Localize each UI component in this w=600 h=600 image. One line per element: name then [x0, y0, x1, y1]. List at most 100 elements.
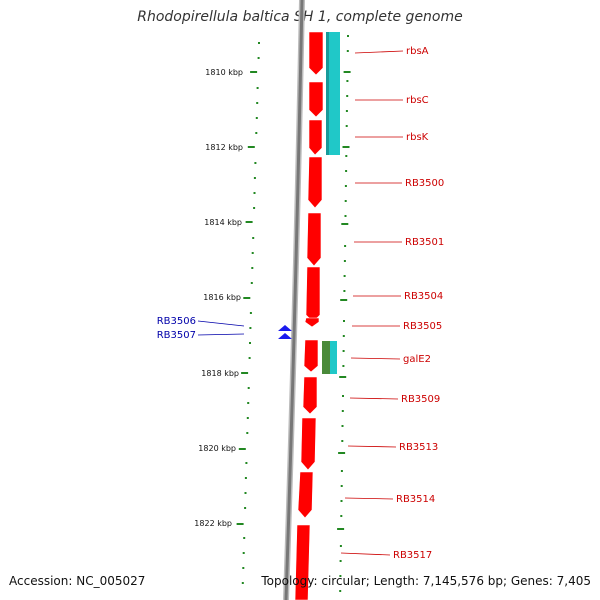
minor-tick-left	[255, 132, 258, 134]
gene-arrow-RB3501[interactable]	[306, 212, 322, 267]
minor-tick-right	[347, 35, 349, 37]
minor-tick-left	[245, 462, 248, 464]
minor-tick-left	[253, 177, 256, 179]
major-tick-left	[245, 221, 253, 223]
minor-tick-left	[257, 57, 260, 59]
minor-tick-right	[343, 320, 345, 322]
gene-label-rbsA[interactable]: rbsA	[406, 46, 429, 57]
accession-text: Accession: NC_005027	[9, 574, 146, 588]
gene-label-RB3505[interactable]: RB3505	[403, 321, 442, 332]
gene-arrow-rbsA[interactable]	[308, 31, 324, 76]
minor-tick-left	[249, 342, 251, 344]
minor-tick-right	[341, 425, 344, 427]
right-tick-column	[337, 35, 351, 592]
minor-tick-right	[342, 335, 345, 337]
gene-label-galE2[interactable]: galE2	[403, 354, 431, 365]
gene-label-RB3513[interactable]: RB3513	[399, 442, 438, 453]
leader-RB3506	[197, 320, 245, 327]
leader-RB3517	[340, 552, 391, 556]
gene-arrow-RB3507[interactable]	[278, 333, 292, 339]
gene-arrow-RB3504[interactable]	[305, 266, 321, 323]
minor-tick-left	[243, 537, 246, 539]
minor-tick-left	[244, 507, 247, 509]
minor-tick-left	[246, 417, 249, 419]
minor-tick-right	[339, 590, 342, 592]
minor-tick-left	[244, 477, 247, 479]
gene-label-RB3506[interactable]: RB3506	[157, 316, 196, 327]
major-tick-right	[337, 528, 345, 530]
minor-tick-right	[346, 80, 349, 82]
gene-label-RB3501[interactable]: RB3501	[405, 237, 444, 248]
minor-tick-left	[253, 207, 256, 209]
leader-RB3513	[347, 445, 397, 448]
gene-arrow-RB3513[interactable]	[300, 417, 317, 471]
major-tick-left	[243, 297, 251, 299]
minor-tick-left	[252, 237, 255, 239]
major-tick-right	[338, 452, 346, 454]
minor-tick-left	[242, 567, 245, 569]
major-tick-left	[250, 71, 258, 73]
gene-arrow-RB3505[interactable]	[304, 317, 320, 328]
gene-arrow-rbsK[interactable]	[308, 119, 323, 156]
minor-tick-right	[342, 365, 345, 367]
minor-tick-left	[255, 117, 258, 119]
minor-tick-right	[345, 170, 348, 172]
minor-tick-right	[341, 410, 344, 412]
gene-arrow-galE2[interactable]	[303, 339, 319, 373]
gene-arrow-RB3517[interactable]	[294, 524, 311, 600]
gene-label-RB3509[interactable]: RB3509	[401, 394, 440, 405]
minor-tick-left	[254, 162, 257, 164]
gene-label-RB3517[interactable]: RB3517	[393, 550, 432, 561]
gene-arrow-RB3506[interactable]	[278, 325, 292, 331]
topology-text: Topology: circular; Length: 7,145,576 bp…	[261, 574, 591, 588]
major-tick-left	[247, 146, 255, 148]
minor-tick-left	[249, 312, 252, 314]
kbp-label-1818: 1818 kbp	[201, 369, 239, 378]
gene-label-rbsK[interactable]: rbsK	[406, 132, 429, 143]
minor-tick-right	[346, 95, 349, 97]
highlight-galE2-green	[322, 341, 330, 374]
minor-tick-right	[342, 350, 345, 352]
minor-tick-right	[345, 110, 348, 112]
left-tick-column	[236, 42, 260, 584]
left-gene-labels: RB3506 RB3507	[157, 316, 196, 341]
major-tick-left	[238, 448, 246, 450]
kbp-label-1810: 1810 kbp	[205, 68, 243, 77]
minor-tick-left	[244, 492, 247, 494]
minor-tick-right	[344, 200, 347, 202]
gene-label-RB3500[interactable]: RB3500	[405, 178, 444, 189]
gene-label-RB3504[interactable]: RB3504	[404, 291, 443, 302]
highlight-galE2-cyan	[330, 341, 337, 374]
minor-tick-left	[256, 102, 259, 104]
minor-tick-right	[344, 245, 347, 247]
kbp-label-1816: 1816 kbp	[203, 293, 241, 302]
kbp-label-1822: 1822 kbp	[194, 519, 232, 528]
leader-RB3509	[349, 397, 399, 400]
minor-tick-right	[346, 50, 349, 52]
minor-tick-left	[242, 552, 245, 554]
minor-tick-left	[251, 267, 254, 269]
minor-tick-left	[248, 357, 251, 359]
gene-label-RB3514[interactable]: RB3514	[396, 494, 435, 505]
gene-label-RB3507[interactable]: RB3507	[157, 330, 196, 341]
leader-rbsA	[354, 50, 404, 54]
kbp-axis-labels: 1810 kbp 1812 kbp 1814 kbp 1816 kbp 1818…	[194, 68, 243, 528]
gene-arrow-RB3509[interactable]	[302, 376, 318, 415]
minor-tick-right	[342, 395, 344, 397]
minor-tick-right	[341, 440, 344, 442]
minor-tick-left	[251, 252, 254, 254]
gene-arrow-RB3500[interactable]	[307, 156, 323, 209]
minor-tick-right	[344, 215, 347, 217]
leader-RB3507	[197, 333, 245, 336]
major-tick-right	[343, 71, 351, 73]
highlight-rbs-block	[326, 32, 340, 155]
gene-leader-lines	[340, 50, 404, 556]
minor-tick-left	[256, 87, 259, 89]
gene-label-rbsC[interactable]: rbsC	[406, 95, 429, 106]
minor-tick-right	[340, 470, 343, 472]
gene-track	[294, 31, 324, 600]
gene-arrow-rbsC[interactable]	[308, 81, 324, 118]
gene-arrow-RB3514[interactable]	[297, 471, 314, 519]
minor-tick-right	[343, 275, 346, 277]
